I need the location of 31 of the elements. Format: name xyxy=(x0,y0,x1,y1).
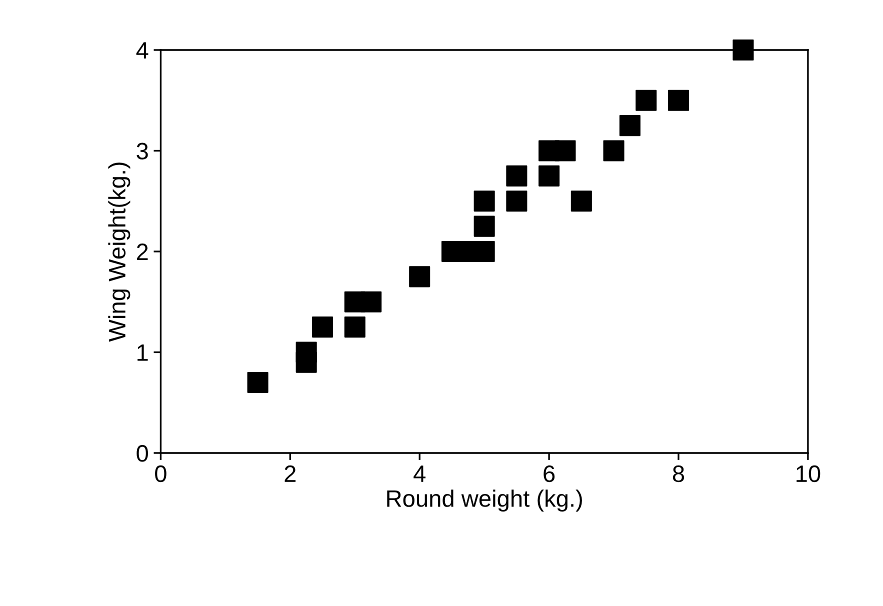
point xyxy=(344,316,366,338)
point xyxy=(538,165,560,186)
point xyxy=(247,372,268,393)
x-tick-label: 4 xyxy=(414,466,426,482)
y-axis-title: Wing Weight(kg.) xyxy=(108,162,130,342)
point xyxy=(732,39,754,61)
point xyxy=(360,291,382,312)
x-tick-label: 8 xyxy=(672,465,684,482)
point xyxy=(312,316,334,338)
x-axis-title: Round weight (kg.) xyxy=(387,490,582,512)
point xyxy=(554,140,576,162)
y-tick-label: 2 xyxy=(136,244,148,260)
point xyxy=(409,266,430,288)
point xyxy=(603,140,624,162)
point xyxy=(296,352,317,373)
point xyxy=(668,90,690,111)
point xyxy=(506,165,528,186)
point xyxy=(570,190,592,212)
x-tick-label: 6 xyxy=(544,465,555,482)
point xyxy=(474,216,495,237)
x-tick-label: 0 xyxy=(155,465,166,482)
y-tick-label: 3 xyxy=(136,142,148,160)
y-tick-label: 4 xyxy=(136,42,148,59)
point xyxy=(636,90,657,111)
point xyxy=(474,190,495,212)
x-tick-label: 10 xyxy=(796,465,820,482)
x-tick-label: 2 xyxy=(284,465,296,482)
point xyxy=(506,190,528,212)
y-tick-label: 0 xyxy=(136,445,148,462)
point xyxy=(619,115,640,136)
y-tick-label: 1 xyxy=(138,344,148,361)
